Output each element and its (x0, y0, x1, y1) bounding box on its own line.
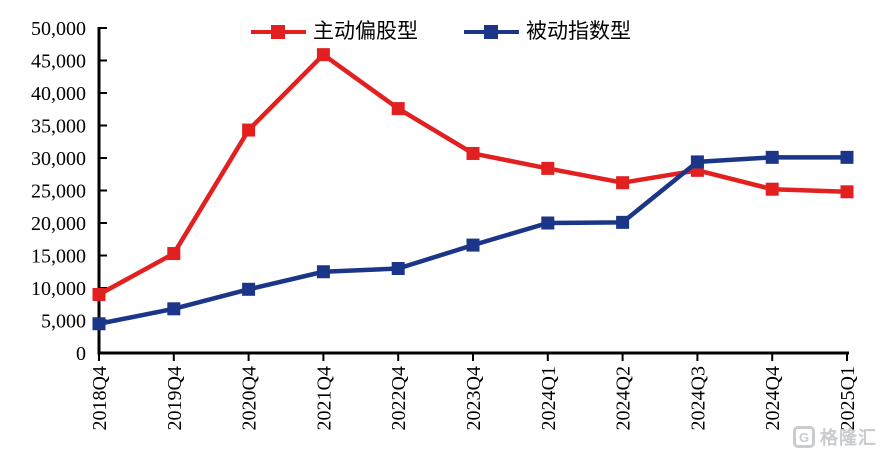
x-axis-tick-label: 2024Q1 (538, 366, 560, 430)
y-axis-tick-label: 10,000 (31, 278, 86, 300)
y-axis-tick-label: 50,000 (31, 18, 86, 40)
y-axis-tick-label: 25,000 (31, 181, 86, 203)
data-point-marker-0 (242, 123, 256, 137)
data-point-marker-1 (316, 265, 330, 279)
data-point-marker-1 (541, 216, 555, 230)
data-point-marker-1 (242, 282, 256, 296)
legend-marker-red-icon (251, 24, 306, 39)
data-point-marker-1 (167, 302, 181, 316)
legend-item-passive-index: 被动指数型 (464, 21, 631, 42)
x-axis-tick-label: 2020Q4 (239, 366, 261, 430)
y-axis-tick-label: 5,000 (41, 311, 86, 333)
legend-square-red (271, 24, 285, 39)
data-point-marker-1 (391, 262, 405, 275)
x-axis-tick-label: 2021Q4 (313, 366, 335, 430)
y-axis-tick-label: 40,000 (31, 83, 86, 105)
data-point-marker-0 (541, 161, 555, 175)
legend-marker-blue-icon (464, 24, 519, 39)
x-axis-tick-label: 2024Q4 (762, 366, 784, 430)
data-point-marker-0 (167, 247, 181, 261)
data-point-marker-0 (616, 176, 630, 190)
data-point-marker-0 (92, 288, 106, 301)
watermark-text: 格隆汇 (820, 428, 877, 448)
y-axis-tick-label: 45,000 (31, 51, 86, 73)
data-point-marker-1 (466, 238, 480, 252)
data-point-marker-1 (840, 150, 854, 164)
legend-item-active-equity: 主动偏股型 (251, 21, 418, 42)
y-axis-tick-label: 15,000 (31, 246, 86, 268)
chart-legend: 主动偏股型 被动指数型 (251, 21, 631, 42)
data-point-marker-0 (316, 48, 330, 62)
x-axis-tick-label: 2018Q4 (89, 366, 111, 430)
data-point-marker-1 (690, 155, 704, 169)
x-axis-tick-label: 2022Q4 (388, 366, 410, 430)
x-axis-tick-label: 2024Q2 (613, 366, 635, 430)
legend-square-blue (484, 24, 498, 39)
data-point-marker-0 (765, 182, 779, 196)
gelonghui-logo-icon: G (793, 426, 815, 448)
y-axis-tick-label: 30,000 (31, 148, 86, 170)
y-axis-tick-label: 20,000 (31, 213, 86, 235)
data-point-marker-0 (391, 102, 405, 116)
x-axis-tick-label: 2019Q4 (164, 366, 186, 430)
x-axis-tick-label: 2023Q4 (463, 366, 485, 430)
legend-label-passive-index: 被动指数型 (526, 19, 631, 43)
data-point-marker-1 (92, 317, 106, 331)
data-point-marker-1 (765, 150, 779, 164)
gelonghui-watermark: G 格隆汇 (793, 424, 877, 450)
y-axis-tick-label: 35,000 (31, 116, 86, 138)
legend-label-active-equity: 主动偏股型 (313, 19, 418, 43)
x-axis-tick-label: 2025Q1 (837, 366, 859, 430)
data-point-marker-1 (616, 215, 630, 229)
data-point-marker-0 (466, 146, 480, 160)
series-line-0 (96, 52, 850, 297)
y-axis-tick-label: 0 (76, 343, 86, 365)
data-point-marker-0 (840, 185, 854, 199)
x-axis-tick-label: 2024Q3 (687, 366, 709, 430)
